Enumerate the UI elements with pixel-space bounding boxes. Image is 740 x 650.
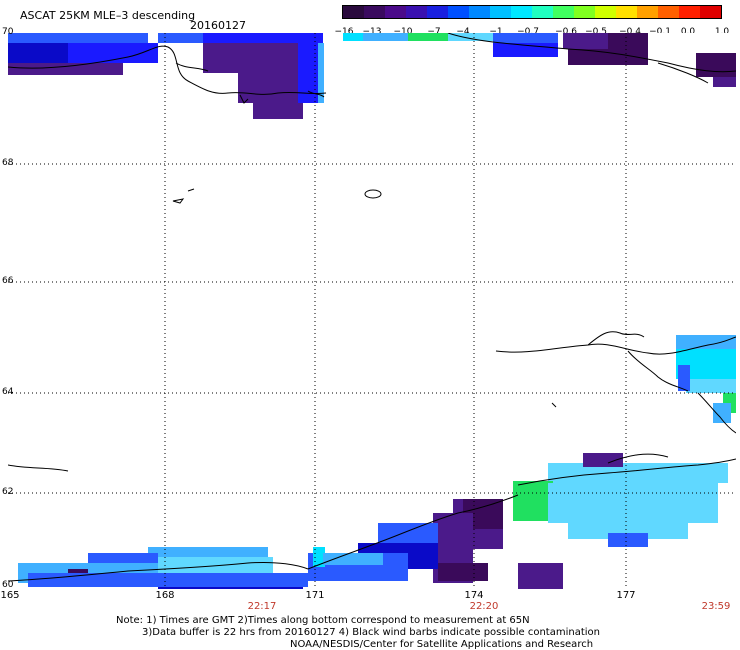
wind-speed-cell bbox=[548, 483, 718, 523]
wind-speed-cell bbox=[313, 547, 325, 567]
wind-speed-cell bbox=[158, 33, 203, 43]
colorbar-swatch bbox=[427, 6, 448, 18]
wind-speed-cell bbox=[408, 33, 448, 41]
colorbar-label: 0.0 bbox=[680, 27, 696, 37]
map-plot-area bbox=[8, 33, 736, 589]
wind-speed-cell bbox=[363, 33, 408, 41]
lat-label-68: 68 bbox=[2, 158, 14, 168]
lon-label-174: 174 bbox=[464, 590, 484, 601]
product-title: ASCAT 25KM MLE–3 descending bbox=[20, 9, 196, 22]
time-label-3: 23:59 bbox=[701, 601, 731, 612]
wind-speed-cell bbox=[448, 33, 493, 41]
colorbar-label: −4 bbox=[456, 27, 470, 37]
wind-speed-cell bbox=[713, 77, 736, 87]
lat-label-64: 64 bbox=[2, 387, 14, 397]
wind-speed-cell bbox=[343, 33, 363, 41]
wind-speed-cell bbox=[608, 33, 648, 65]
colorbar-label: −0.6 bbox=[555, 27, 577, 37]
wind-speed-cell bbox=[713, 403, 731, 423]
colorbar-label: −10 bbox=[393, 27, 413, 37]
colorbar-swatch bbox=[532, 6, 553, 18]
colorbar-swatch bbox=[448, 6, 469, 18]
colorbar-label: −0.4 bbox=[619, 27, 641, 37]
wind-speed-cell bbox=[253, 103, 303, 119]
time-label-2: 22:20 bbox=[469, 601, 499, 612]
wind-speed-cell bbox=[8, 43, 68, 63]
note-line-1: Note: 1) Times are GMT 2)Times along bot… bbox=[116, 615, 530, 626]
colorbar-swatch bbox=[658, 6, 679, 18]
note-line-3: NOAA/NESDIS/Center for Satellite Applica… bbox=[290, 639, 594, 650]
wind-speed-cell bbox=[686, 379, 736, 393]
color-scale-bar bbox=[342, 5, 722, 19]
wind-swaths bbox=[8, 33, 736, 589]
lon-label-165: 165 bbox=[0, 590, 20, 601]
wind-speed-cell bbox=[203, 43, 303, 73]
wind-speed-cell bbox=[548, 463, 728, 483]
wind-speed-cell bbox=[608, 533, 648, 547]
lat-lon-grid bbox=[8, 33, 736, 589]
colorbar-swatch bbox=[364, 6, 385, 18]
colorbar-label: 1.0 bbox=[714, 27, 730, 37]
colorbar-swatch bbox=[406, 6, 427, 18]
colorbar-label: −7 bbox=[427, 27, 441, 37]
lat-label-70: 70 bbox=[2, 27, 14, 37]
colorbar-label: −0.7 bbox=[517, 27, 539, 37]
wind-speed-cell bbox=[676, 335, 736, 349]
wind-speed-cell bbox=[568, 49, 618, 65]
colorbar-label: −1 bbox=[489, 27, 503, 37]
colorbar-swatch bbox=[385, 6, 406, 18]
colorbar-label: −13 bbox=[362, 27, 382, 37]
colorbar-swatch bbox=[679, 6, 700, 18]
colorbar-swatch bbox=[595, 6, 616, 18]
wind-speed-cell bbox=[238, 73, 298, 103]
colorbar-swatch bbox=[469, 6, 490, 18]
lat-label-60: 60 bbox=[2, 580, 14, 590]
wind-speed-cell bbox=[513, 481, 553, 521]
colorbar-swatch bbox=[637, 6, 658, 18]
wind-speed-cell bbox=[68, 43, 158, 63]
colorbar-swatch bbox=[616, 6, 637, 18]
note-line-2: 3)Data buffer is 22 hrs from 20160127 4)… bbox=[142, 627, 600, 638]
wind-speed-cell bbox=[696, 53, 736, 77]
wind-speed-cell bbox=[323, 553, 383, 565]
wind-speed-cell bbox=[583, 453, 623, 467]
wind-speed-cell bbox=[203, 33, 298, 43]
colorbar-label: −0.5 bbox=[585, 27, 607, 37]
colorbar-swatch bbox=[574, 6, 595, 18]
wind-speed-cell bbox=[148, 547, 268, 557]
wind-speed-cell bbox=[518, 563, 563, 589]
lon-label-168: 168 bbox=[155, 590, 175, 601]
wind-speed-cell bbox=[298, 43, 318, 103]
product-date: 20160127 bbox=[190, 19, 246, 32]
wind-speed-cell bbox=[28, 573, 308, 587]
wind-speed-cell bbox=[8, 33, 148, 43]
lon-label-171: 171 bbox=[305, 590, 325, 601]
wind-speed-cell bbox=[438, 563, 488, 581]
wind-speed-cell bbox=[298, 33, 323, 43]
color-scale-labels: −16 −13 −10 −7 −4 −1 −0.7 −0.6 −0.5 −0.4 −0.1 0.0 1.… bbox=[330, 27, 730, 39]
wind-speed-cell bbox=[318, 43, 324, 103]
colorbar-swatch bbox=[490, 6, 511, 18]
wind-speed-cell bbox=[493, 33, 558, 43]
lon-label-177: 177 bbox=[616, 590, 636, 601]
lat-label-66: 66 bbox=[2, 276, 14, 286]
colorbar-swatch bbox=[553, 6, 574, 18]
colorbar-swatch bbox=[700, 6, 721, 18]
wind-speed-cell bbox=[568, 523, 688, 539]
wind-speed-cell bbox=[678, 365, 690, 391]
colorbar-swatch bbox=[511, 6, 532, 18]
colorbar-swatch bbox=[343, 6, 364, 18]
wind-speed-cell bbox=[8, 63, 123, 75]
colorbar-label: −16 bbox=[334, 27, 354, 37]
lat-label-62: 62 bbox=[2, 487, 14, 497]
time-label-1: 22:17 bbox=[247, 601, 277, 612]
coastline bbox=[8, 33, 736, 582]
colorbar-label: −0.1 bbox=[649, 27, 671, 37]
